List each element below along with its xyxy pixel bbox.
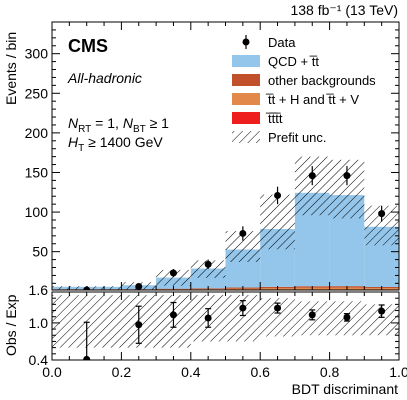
data-point-5 bbox=[274, 191, 282, 199]
y-tick-label-main: 150 bbox=[25, 164, 49, 180]
category-label: All-hadronic bbox=[67, 70, 142, 86]
y-tick-label-main: 1.6 bbox=[29, 282, 49, 298]
legend-swatch-qcd-t-t bbox=[232, 55, 260, 67]
data-point-8 bbox=[378, 210, 386, 218]
ratio-point-5 bbox=[274, 304, 282, 312]
unc-band-bin-6 bbox=[294, 156, 330, 216]
lumi-label: 138 fb⁻¹ (13 TeV) bbox=[290, 2, 398, 18]
x-tick-label: 0.8 bbox=[320, 364, 340, 380]
legend-data-marker bbox=[242, 38, 250, 46]
selection-bt-eq: ≥ 1 bbox=[146, 115, 169, 131]
selection-bt-sub: BT bbox=[133, 124, 146, 135]
legend-swatch-other-backgrounds bbox=[232, 74, 260, 86]
x-tick-label: 0.6 bbox=[250, 364, 270, 380]
ratio-point-7 bbox=[343, 313, 351, 321]
x-axis-label: BDT discriminant bbox=[292, 381, 398, 397]
legend: Data QCD + t̅t other backgrounds t̅t + H an… bbox=[232, 35, 376, 145]
selection-n-bt: N bbox=[123, 115, 134, 131]
legend-label-t-t-h-and-t-t-v: t̅t + H and t̅t + V bbox=[266, 92, 360, 107]
ratio-point-1 bbox=[135, 321, 143, 329]
y-axis-label-main: Events / bin bbox=[3, 32, 19, 105]
y-tick-label-main: 50 bbox=[32, 244, 48, 260]
y-tick-label-main: 300 bbox=[25, 46, 49, 62]
ratio-point-6 bbox=[308, 311, 316, 319]
selection-rt-eq: = 1, bbox=[91, 115, 123, 131]
y-tick-label-ratio: 1.0 bbox=[29, 315, 49, 331]
selection-ht-cut: ≥ 1400 GeV bbox=[84, 134, 163, 150]
y-tick-label-main: 200 bbox=[25, 125, 49, 141]
data-point-4 bbox=[239, 229, 247, 237]
y-axis-label-ratio: Obs / Exp bbox=[3, 294, 19, 356]
main-plot bbox=[52, 156, 399, 290]
ratio-point-4 bbox=[239, 304, 247, 312]
legend-swatch-hatch bbox=[232, 131, 260, 143]
data-point-2 bbox=[169, 269, 177, 277]
x-tick-label: 0.2 bbox=[112, 364, 132, 380]
selection-h: H bbox=[68, 134, 79, 150]
data-point-7 bbox=[343, 172, 351, 180]
legend-label-t-t-t-t: t̅t̅t̅t bbox=[266, 111, 283, 126]
legend-swatch-t-t-t-t bbox=[232, 112, 260, 124]
ratio-plot bbox=[52, 295, 399, 360]
selection-n-rt: N bbox=[68, 115, 79, 131]
axes: 0.0 0.2 0.4 0.6 0.8 1.0 1.6 50 100 150 200 250 300 0.… bbox=[25, 21, 407, 380]
legend-label-other-backgrounds: other backgrounds bbox=[268, 73, 376, 88]
y-tick-label-main: 250 bbox=[25, 85, 49, 101]
ratio-point-3 bbox=[204, 314, 212, 322]
legend-label-qcd-t-t: QCD + t̅t bbox=[268, 54, 319, 69]
legend-label-prefit-unc-: Prefit unc. bbox=[268, 130, 327, 145]
y-tick-label-main: 100 bbox=[25, 204, 49, 220]
selection-t-sub: T bbox=[78, 143, 84, 154]
x-tick-label: 1.0 bbox=[389, 364, 407, 380]
x-tick-label: 0.0 bbox=[42, 364, 62, 380]
unc-band-bin-2 bbox=[156, 269, 191, 286]
selection-line-2: HT ≥ 1400 GeV bbox=[68, 134, 163, 154]
ratio-point-8 bbox=[378, 307, 386, 315]
selection-line-1: NRT = 1, NBT ≥ 1 bbox=[68, 115, 169, 135]
legend-swatch-t-t-h-and-t-t-v bbox=[232, 93, 260, 105]
legend-label-data: Data bbox=[268, 35, 296, 50]
data-point-6 bbox=[308, 172, 316, 180]
experiment-label: CMS bbox=[68, 36, 108, 56]
y-tick-label-ratio: 0.4 bbox=[29, 352, 49, 368]
ratio-point-2 bbox=[169, 311, 177, 319]
selection-rt-sub: RT bbox=[78, 124, 91, 135]
data-point-3 bbox=[204, 260, 212, 268]
x-tick-label: 0.4 bbox=[181, 364, 201, 380]
